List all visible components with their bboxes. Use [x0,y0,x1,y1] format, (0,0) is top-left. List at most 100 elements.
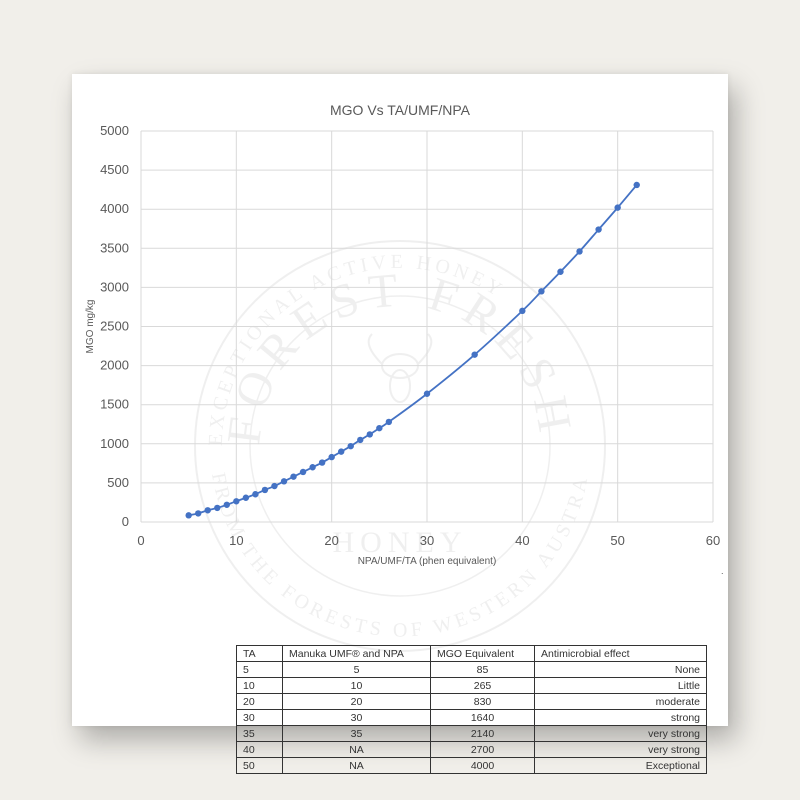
cell-mgo: 1640 [430,709,535,726]
data-point [557,268,564,275]
data-point [576,248,583,255]
cell-effect: moderate [534,693,707,710]
x-tick-label: 0 [137,533,144,548]
header-umf-npa: Manuka UMF® and NPA [282,645,431,662]
cell-umf: 5 [282,661,431,678]
y-tick-label: 5000 [100,123,129,138]
data-point [338,448,345,455]
cell-effect: very strong [534,725,707,742]
watermark-brand-text: FOREST FRESH [217,263,575,447]
cell-ta: 30 [236,709,283,726]
cell-mgo: 4000 [430,757,535,774]
y-tick-label: 500 [107,475,129,490]
data-point [633,181,640,189]
data-point [280,478,288,485]
cell-ta: 40 [236,741,283,758]
data-point [242,494,250,501]
cell-effect: very strong [534,741,707,758]
data-point [366,431,373,438]
data-point [423,390,431,397]
table-row: 20 20 830 moderate [236,693,707,710]
data-point [318,459,326,466]
data-point [538,288,545,295]
table-row: 10 10 265 Little [236,677,707,694]
chart-title: MGO Vs TA/UMF/NPA [330,102,471,118]
header-antimicrobial-effect: Antimicrobial effect [534,645,707,662]
table-row: 35 35 2140 very strong [236,725,707,742]
cell-mgo: 85 [430,661,535,678]
y-tick-label: 4500 [100,162,129,177]
cell-mgo: 265 [430,677,535,694]
data-point [614,204,621,211]
y-axis-ticks: 0 500 1000 1500 2000 2500 3000 3500 4000 4500 5000 [100,123,129,529]
cell-ta: 35 [236,725,283,742]
ta-mgo-table: TA Manuka UMF® and NPA MGO Equivalent An… [236,645,707,774]
cell-umf: NA [282,741,431,758]
cell-ta: 20 [236,693,283,710]
cell-umf: 30 [282,709,431,726]
data-point [519,307,526,315]
table-row: 5 5 85 None [236,661,707,678]
y-tick-label: 1000 [100,436,129,451]
y-tick-label: 3500 [100,240,129,255]
table-row: 50 NA 4000 Exceptional [236,757,707,774]
data-point [261,486,269,494]
data-point [347,442,354,450]
cell-effect: strong [534,709,707,726]
data-point [299,468,307,476]
forest-fresh-watermark: EXCEPTIONAL ACTIVE HONEY FOREST FRESH FR… [72,74,606,652]
svg-text:FOREST FRESH: FOREST FRESH [217,263,583,447]
watermark-side-text: HONEY [333,526,468,559]
y-tick-label: 4000 [100,201,129,216]
x-tick-label: 60 [706,533,720,548]
corner-mark: . [721,566,724,576]
x-tick-label: 20 [324,533,338,548]
x-tick-label: 10 [229,533,243,548]
cell-umf: NA [282,757,431,774]
data-point [204,507,211,514]
data-point [195,510,202,517]
data-point [357,436,364,444]
cell-effect: Exceptional [534,757,707,774]
x-tick-label: 40 [515,533,529,548]
mgo-chart: EXCEPTIONAL ACTIVE HONEY FOREST FRESH FR… [72,74,720,652]
y-tick-label: 0 [122,514,129,529]
series-mgo [185,181,640,519]
x-tick-label: 30 [420,533,434,548]
data-point [376,424,383,432]
cell-umf: 20 [282,693,431,710]
data-point [185,512,192,519]
table-header-row: TA Manuka UMF® and NPA MGO Equivalent An… [236,645,707,662]
table-row: 30 30 1640 strong [236,709,707,726]
y-tick-label: 1500 [100,397,129,412]
header-ta: TA [236,645,283,662]
x-tick-label: 50 [610,533,624,548]
header-mgo-equivalent: MGO Equivalent [430,645,535,662]
x-axis-label: NPA/UMF/TA (phen equivalent) [358,556,497,567]
y-tick-label: 3000 [100,279,129,294]
data-point [223,501,230,508]
data-point [328,453,335,461]
data-point [471,351,478,358]
cell-effect: None [534,661,707,678]
data-point [233,498,240,505]
data-point [271,482,278,490]
cell-mgo: 830 [430,693,535,710]
cell-umf: 10 [282,677,431,694]
data-point [290,473,297,480]
y-tick-label: 2000 [100,358,129,373]
cell-umf: 35 [282,725,431,742]
cell-ta: 10 [236,677,283,694]
data-point [595,226,602,233]
x-axis-ticks: 0 10 20 30 40 50 60 [137,533,720,548]
data-point [309,464,316,471]
y-tick-label: 2500 [100,319,129,334]
table-row: 40 NA 2700 very strong [236,741,707,758]
data-point [252,491,259,498]
data-point [214,504,221,512]
chart-card: EXCEPTIONAL ACTIVE HONEY FOREST FRESH FR… [72,74,728,774]
cell-ta: 5 [236,661,283,678]
cell-mgo: 2140 [430,725,535,742]
cell-ta: 50 [236,757,283,774]
cell-effect: Little [534,677,707,694]
